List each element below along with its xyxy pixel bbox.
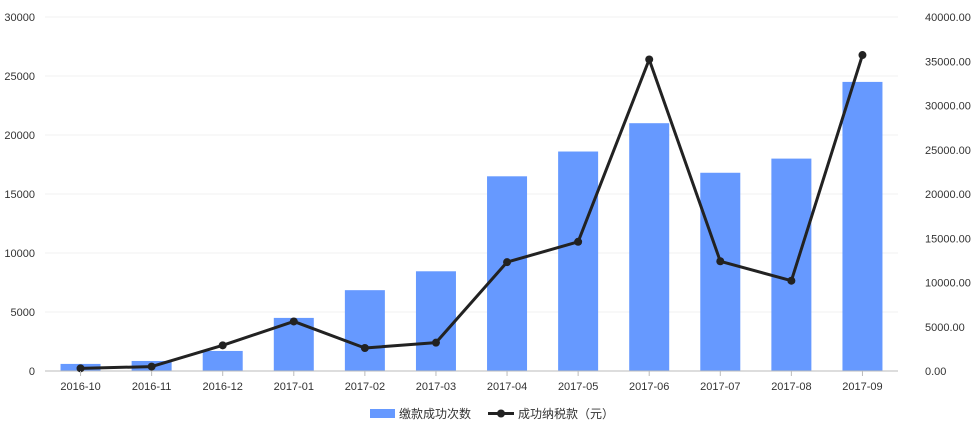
right-tick-label: 15000.00	[925, 233, 971, 245]
x-axis: 2016-10 2016-11 2016-12 2017-01 2017-02 2017-…	[60, 371, 883, 393]
line-point	[716, 257, 725, 266]
right-tick-label: 0.00	[925, 366, 946, 378]
right-tick-label: 10000.00	[925, 278, 971, 290]
x-tick-label: 2016-10	[60, 381, 100, 393]
x-tick-label: 2017-05	[558, 381, 598, 393]
series-line	[80, 54, 864, 370]
legend-label-line: 成功纳税款（元）	[518, 407, 614, 421]
x-tick-label: 2017-03	[416, 381, 456, 393]
left-tick-label: 0	[29, 366, 35, 378]
line-point	[503, 258, 512, 267]
right-tick-label: 20000.00	[925, 189, 971, 201]
x-tick-label: 2016-11	[132, 381, 172, 393]
line-point	[858, 51, 867, 60]
legend-bar-swatch	[370, 409, 395, 418]
left-y-axis: 0 5000 10000 15000 20000 25000 30000	[4, 12, 35, 378]
left-tick-label: 10000	[4, 248, 35, 260]
line-series	[76, 51, 867, 373]
line-point	[360, 343, 369, 352]
x-tick-label: 2017-06	[629, 381, 669, 393]
grid-lines	[45, 16, 898, 313]
right-tick-label: 30000.00	[925, 101, 971, 113]
bar	[629, 123, 670, 371]
line-point	[289, 317, 298, 326]
legend-line-marker	[497, 409, 505, 418]
bar	[842, 81, 883, 372]
bar	[771, 158, 812, 371]
line-point	[218, 341, 227, 350]
bar-series	[60, 81, 883, 372]
left-tick-label: 30000	[4, 12, 35, 24]
legend-label-bar: 缴款成功次数	[399, 406, 471, 421]
left-tick-label: 5000	[11, 307, 35, 319]
bar	[344, 290, 385, 371]
x-tick-label: 2017-07	[700, 381, 740, 393]
x-tick-label: 2017-04	[487, 381, 527, 393]
bar	[202, 350, 243, 371]
right-tick-label: 5000.00	[925, 322, 965, 334]
x-tick-label: 2017-02	[345, 381, 385, 393]
x-tick-label: 2017-08	[771, 381, 811, 393]
bar	[558, 151, 599, 371]
bar	[415, 271, 456, 371]
right-tick-label: 40000.00	[925, 12, 971, 24]
right-tick-label: 25000.00	[925, 145, 971, 157]
bar	[487, 176, 528, 371]
bar	[700, 172, 741, 371]
left-tick-label: 20000	[4, 130, 35, 142]
x-tick-label: 2017-09	[842, 381, 882, 393]
line-point	[645, 55, 654, 64]
line-point	[431, 338, 440, 347]
line-point	[787, 276, 796, 285]
legend: 缴款成功次数 成功纳税款（元）	[370, 406, 614, 421]
line-point	[574, 237, 583, 246]
right-y-axis: 0.00 5000.00 10000.00 15000.00 20000.00 25000…	[925, 12, 971, 378]
line-point	[147, 362, 156, 371]
left-tick-label: 25000	[4, 71, 35, 83]
right-tick-label: 35000.00	[925, 56, 971, 68]
line-point	[76, 364, 85, 373]
x-tick-label: 2016-12	[203, 381, 243, 393]
left-tick-label: 15000	[4, 189, 35, 201]
x-tick-label: 2017-01	[274, 381, 314, 393]
